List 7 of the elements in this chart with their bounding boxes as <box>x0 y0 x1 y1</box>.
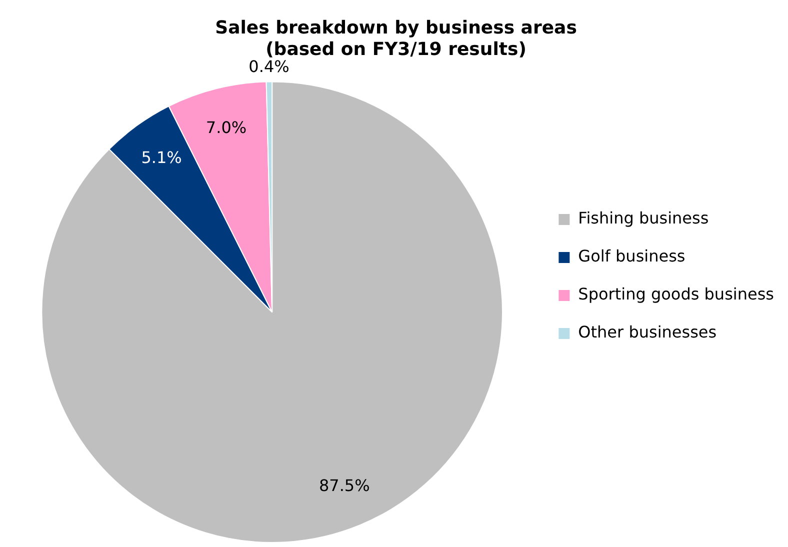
legend-label: Golf business <box>578 246 686 266</box>
legend-label: Sporting goods business <box>578 284 774 304</box>
legend-label: Fishing business <box>578 208 709 228</box>
data-label: 87.5% <box>318 476 370 495</box>
legend-label: Other businesses <box>578 322 717 342</box>
data-label: 5.1% <box>141 148 182 168</box>
data-label: 7.0% <box>206 118 247 137</box>
